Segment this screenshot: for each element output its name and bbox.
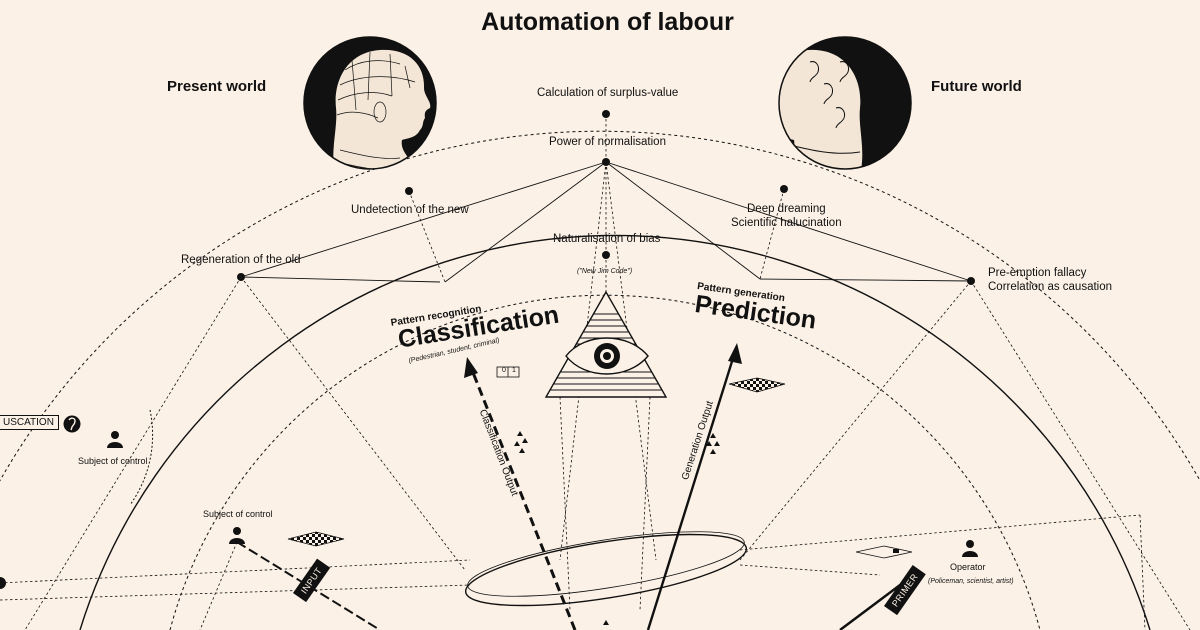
middle-arc	[79, 234, 1151, 630]
node-dot-naturalisation	[602, 251, 610, 259]
outer-arc	[0, 130, 1200, 482]
node-preemption-label: Pre-emption fallacy	[988, 267, 1087, 279]
node-dot-regeneration	[237, 273, 245, 281]
lens-ellipse	[464, 531, 748, 607]
node-dot-surplus	[602, 110, 610, 118]
prediction-arrow	[646, 343, 742, 630]
node-dot-normalisation	[602, 158, 610, 166]
node-regeneration-label: Regeneration of the old	[181, 254, 301, 266]
node-dot-deep-dreaming	[780, 185, 788, 193]
operator-label: Operator	[950, 562, 986, 572]
jim-code-label: ("New Jim Code")	[577, 268, 633, 275]
bits-box	[496, 366, 520, 378]
node-dot-undetection	[405, 187, 413, 195]
present-world-label: Present world	[167, 78, 267, 95]
all-seeing-eye-icon	[544, 290, 668, 398]
clean-head-ears-icon	[778, 36, 912, 170]
node-deep-dreaming-label: Deep dreaming	[747, 203, 826, 215]
node-halucination-label: Scientific halucination	[731, 217, 842, 229]
node-naturalisation-label: Naturalisation of bias	[553, 233, 661, 245]
obfuscation-box: USCATION	[0, 415, 59, 430]
phrenology-head-icon	[303, 36, 437, 170]
node-dot-preemption	[967, 277, 975, 285]
node-surplus-label: Calculation of surplus-value	[537, 87, 679, 99]
person-icon	[107, 431, 978, 557]
brain-pin-icon	[63, 415, 81, 433]
node-normalisation-label: Power of normalisation	[549, 136, 666, 148]
grid-tile-icon	[287, 377, 913, 559]
future-world-label: Future world	[931, 78, 1022, 95]
operator-examples: (Policeman, scientist, artist)	[928, 578, 1014, 585]
bit-zero: 0	[502, 367, 506, 374]
node-undetection-label: Undetection of the new	[351, 204, 469, 216]
left-side-arc	[129, 409, 154, 506]
node-correlation-label: Correlation as causation	[988, 281, 1113, 293]
subject-of-control-label-2: Subject of control	[203, 509, 273, 519]
subject-of-control-label: Subject of control	[78, 456, 148, 466]
page-title: Automation of labour	[481, 8, 734, 36]
classification-arrow	[464, 357, 577, 630]
left-edge-dot	[0, 577, 6, 589]
bit-one: 1	[512, 367, 516, 374]
